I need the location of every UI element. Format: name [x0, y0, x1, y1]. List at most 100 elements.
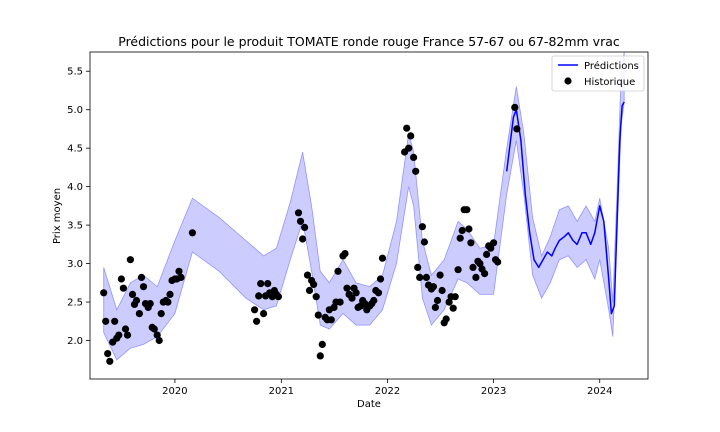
historique-point: [264, 280, 272, 288]
historique-point: [257, 280, 265, 288]
plot-frame: [89, 51, 649, 380]
historique-point: [374, 289, 383, 297]
historique-point: [111, 317, 119, 325]
y-tick-label: 2.0: [67, 336, 83, 347]
y-tick-label: 4.0: [67, 182, 83, 193]
historique-point: [490, 239, 498, 247]
historique-point: [410, 153, 418, 161]
historique-point: [135, 310, 143, 318]
historique-point: [121, 325, 130, 333]
historique-point: [255, 292, 263, 300]
historique-point: [316, 352, 324, 360]
historique-point: [433, 296, 442, 305]
historique-point: [150, 325, 158, 333]
historique-point: [451, 293, 459, 301]
historique-point: [128, 290, 137, 298]
historique-point: [166, 290, 174, 298]
x-axis-label: Date: [357, 399, 381, 410]
historique-point: [416, 273, 424, 281]
historique-point: [348, 294, 356, 302]
historique-point: [294, 209, 303, 217]
prediction-confidence-band: [103, 52, 625, 361]
historique-point: [412, 167, 420, 175]
historique-point: [301, 223, 309, 231]
historique-point: [115, 331, 123, 339]
historique-point: [296, 217, 305, 225]
historique-point: [476, 260, 484, 268]
x-axis: 2020 2021 2022 2023 2024: [162, 379, 612, 397]
historique-point: [487, 244, 495, 252]
y-tick-label: 2.5: [67, 298, 83, 309]
historique-point: [305, 286, 314, 295]
y-axis-label: Prix moyen: [52, 188, 63, 244]
historique-point: [175, 267, 183, 275]
historique-point: [445, 298, 453, 306]
historique-point: [104, 350, 112, 358]
historique-point: [303, 271, 312, 279]
historique-point: [126, 256, 134, 264]
historique-point: [139, 283, 148, 291]
legend: Prédictions Historique: [551, 55, 645, 92]
historique-point: [352, 289, 360, 297]
historique-point: [299, 235, 307, 243]
historique-point: [436, 271, 444, 279]
x-tick-label: 2020: [162, 386, 187, 397]
historique-point: [251, 306, 259, 314]
historique-point: [106, 357, 114, 365]
historique-point: [157, 310, 165, 318]
historique-point: [376, 275, 385, 283]
historique-point: [314, 311, 322, 319]
x-tick-label: 2022: [375, 386, 400, 397]
historique-point: [449, 304, 457, 312]
historique-point: [481, 270, 489, 278]
historique-point: [511, 103, 519, 111]
y-axis: 2.0 2.5 3.0 3.5 4.0 4.5 5.0 5.5: [67, 67, 90, 347]
historique-point: [146, 300, 154, 308]
historique-point: [429, 283, 437, 291]
historique-point: [442, 315, 450, 323]
historique-point: [458, 226, 466, 235]
historique-point: [253, 317, 261, 325]
historique-point: [274, 293, 282, 301]
historique-point: [177, 273, 185, 281]
y-tick-label: 3.5: [67, 221, 83, 232]
historique-point: [260, 310, 268, 318]
historique-point: [454, 266, 462, 274]
historique-point: [334, 267, 342, 275]
historique-point: [378, 254, 387, 262]
historique-point: [403, 124, 411, 132]
legend-label-predictions: Prédictions: [584, 60, 639, 72]
chart-title: Prédictions pour le produit TOMATE ronde…: [118, 34, 620, 49]
historique-point: [343, 284, 351, 292]
historique-point: [164, 298, 172, 306]
prediction-line: [505, 101, 625, 315]
historique-point: [153, 331, 161, 339]
historique-point: [327, 316, 335, 324]
historique-point: [123, 331, 132, 339]
historique-point: [438, 286, 446, 295]
historique-point: [102, 317, 110, 325]
legend-marker-swatch: [564, 77, 572, 85]
y-tick-label: 4.5: [67, 144, 83, 155]
historique-point: [420, 238, 428, 246]
historique-point: [117, 275, 125, 283]
historique-point: [188, 229, 196, 237]
historique-point: [370, 296, 378, 305]
x-tick-label: 2024: [587, 386, 612, 397]
historique-point: [407, 132, 415, 140]
historique-point: [494, 258, 502, 266]
historique-point: [405, 144, 413, 152]
y-tick-label: 3.0: [67, 259, 83, 270]
historique-point: [132, 296, 141, 305]
historique-point: [155, 336, 163, 345]
legend-label-historique: Historique: [584, 77, 635, 88]
historique-point: [119, 284, 127, 292]
historique-point: [318, 340, 326, 348]
x-tick-label: 2023: [481, 386, 506, 397]
plot-area: [100, 52, 625, 365]
historique-point: [431, 303, 439, 311]
historique-point: [312, 293, 320, 301]
historique-point: [456, 234, 464, 242]
historique-point: [418, 223, 426, 231]
